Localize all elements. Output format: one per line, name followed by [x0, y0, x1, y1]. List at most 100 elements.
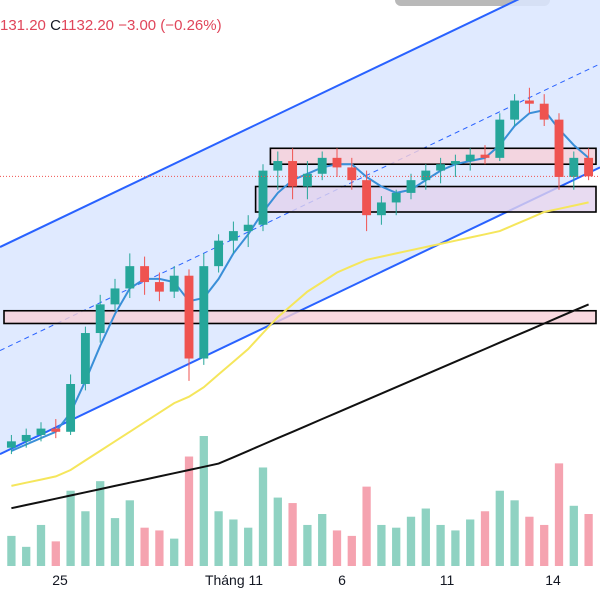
candle-body	[302, 173, 312, 187]
volume-bar	[584, 514, 593, 566]
volume-bar	[554, 463, 564, 566]
volume-bar	[22, 546, 31, 566]
zone-box	[3, 309, 597, 325]
candle-body	[288, 161, 298, 187]
candle-body	[110, 288, 120, 305]
volume-bar	[36, 524, 46, 566]
close-value: 1132.20	[60, 17, 115, 34]
candle-body	[436, 164, 446, 171]
volume-bar	[510, 500, 519, 566]
volume-bar	[110, 518, 120, 566]
toolbar-edge	[395, 0, 550, 6]
candle-body	[258, 170, 268, 225]
x-axis-label: 25	[52, 572, 68, 588]
candle-body	[376, 202, 386, 216]
volume-bar	[199, 436, 208, 566]
volume-bar	[96, 481, 105, 566]
volume-bar	[332, 530, 342, 566]
close-label: C	[50, 17, 61, 34]
candle-body	[243, 224, 253, 232]
candles	[6, 87, 594, 455]
volume-bar	[392, 527, 401, 566]
volume-bar	[258, 467, 268, 566]
volume-bar	[362, 486, 371, 566]
ma-mid-line	[11, 201, 589, 487]
volume-bar	[480, 511, 490, 566]
candle-body	[391, 192, 401, 203]
volume-bar	[51, 541, 60, 566]
volume-bar	[184, 456, 194, 566]
candle-body	[214, 240, 224, 267]
candle-body	[95, 304, 105, 334]
channel-fill	[0, 0, 600, 455]
volume-bar	[244, 527, 253, 566]
volume-bars	[7, 436, 593, 566]
volume-bar	[406, 516, 416, 566]
candle-body	[421, 170, 431, 181]
volume-bar	[288, 503, 297, 566]
volume-bar	[66, 490, 75, 566]
candle-body	[80, 333, 90, 384]
candle-body	[554, 119, 564, 177]
candle-body	[169, 275, 179, 292]
volume-bar	[318, 514, 327, 566]
volume-bar	[140, 527, 149, 566]
candle-body	[465, 154, 475, 162]
candle-body	[584, 157, 594, 177]
volume-bar	[170, 538, 179, 566]
volume-bar	[466, 519, 475, 566]
zone-box	[254, 185, 597, 213]
volume-bar	[377, 524, 386, 566]
candle-body	[362, 180, 372, 216]
volume-bar	[525, 516, 534, 566]
volume-bar	[495, 490, 504, 566]
volume-bar	[436, 524, 445, 566]
price-zones	[3, 147, 597, 325]
x-axis-label: 11	[439, 572, 455, 588]
volume-bar	[229, 519, 238, 566]
channel-upper-line	[0, 0, 520, 248]
candle-body	[125, 266, 135, 289]
volume-bar	[347, 535, 356, 566]
x-axis-label: 6	[338, 572, 346, 588]
candle-body	[66, 384, 76, 432]
ma-short-line	[11, 108, 590, 452]
candle-body	[199, 266, 209, 359]
candle-body	[450, 161, 460, 165]
candle-body	[51, 428, 61, 432]
candle-body	[406, 180, 416, 193]
volume-bar	[273, 497, 282, 566]
candle-body	[480, 154, 490, 158]
volume-bar	[81, 511, 90, 566]
candle-body	[317, 157, 327, 174]
ma-long-line	[11, 303, 589, 510]
volume-bar	[7, 535, 16, 566]
candle-body	[347, 167, 357, 181]
candle-body	[539, 103, 549, 120]
ohlc-header: 131.20 C1132.20 −3.00 (−0.26%)	[0, 17, 222, 34]
open-value: 131.20	[0, 17, 46, 34]
volume-bar	[214, 511, 223, 566]
candle-body	[332, 157, 342, 168]
volume-bar	[303, 524, 312, 566]
candle-body	[6, 441, 16, 448]
candle-body	[36, 428, 46, 435]
candle-body	[184, 275, 194, 359]
candle-body	[21, 434, 31, 442]
candle-body	[524, 100, 534, 104]
volume-bar	[155, 530, 164, 566]
candle-body	[228, 231, 238, 241]
volume-bar	[451, 530, 460, 566]
x-axis-label: Tháng 11	[204, 572, 264, 588]
volume-bar	[125, 500, 134, 566]
candle-body	[140, 266, 150, 283]
volume-bar	[569, 505, 578, 566]
x-axis-label: 14	[545, 572, 561, 588]
candle-body	[154, 282, 164, 292]
candle-body	[510, 100, 520, 120]
candle-body	[569, 157, 579, 177]
moving-averages	[11, 108, 590, 510]
volume-bar	[540, 524, 549, 566]
candle-body	[495, 119, 505, 158]
